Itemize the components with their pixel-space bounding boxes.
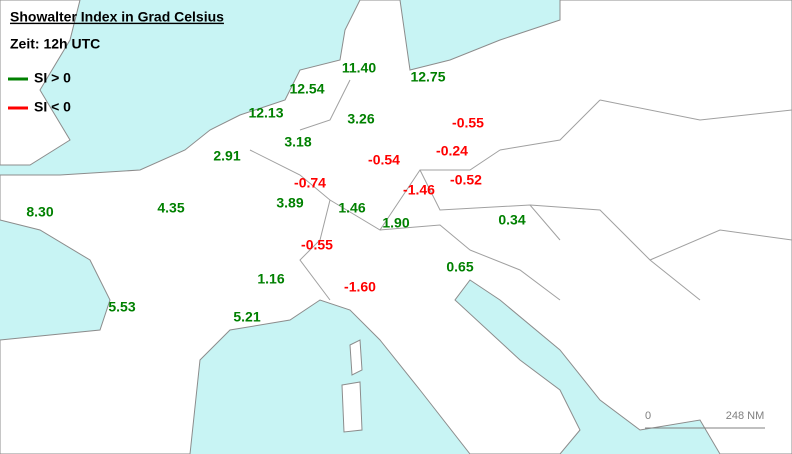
britain (0, 0, 81, 166)
borders (249, 79, 792, 301)
station-value: -0.54 (368, 152, 400, 168)
station-value: 4.35 (157, 200, 184, 216)
station-value: 2.91 (213, 148, 240, 164)
subtitle: Zeit: 12h UTC (10, 36, 100, 52)
sardinia (341, 381, 363, 433)
station-value: 1.46 (338, 200, 365, 216)
station-value: -0.74 (294, 175, 326, 191)
scale-end: 248 NM (726, 410, 765, 422)
station-value: 3.18 (284, 134, 311, 150)
station-value: 8.30 (26, 204, 53, 220)
station-value: 5.53 (108, 299, 135, 315)
station-value: 12.75 (410, 69, 445, 85)
station-value: 0.34 (498, 212, 525, 228)
corsica (349, 339, 363, 376)
station-value: 1.16 (257, 271, 284, 287)
legend: SI > 0 SI < 0 (8, 70, 71, 115)
station-value: -1.46 (403, 182, 435, 198)
title: Showalter Index in Grad Celsius (10, 9, 224, 25)
station-value: 0.65 (446, 259, 473, 275)
station-value: -0.55 (301, 237, 333, 253)
station-value: -1.60 (344, 279, 376, 295)
station-value: 3.89 (276, 195, 303, 211)
station-value: 12.13 (248, 105, 283, 121)
station-value: 1.90 (382, 215, 409, 231)
legend-label: SI < 0 (34, 99, 71, 115)
station-value: -0.52 (450, 172, 482, 188)
station-value: 3.26 (347, 111, 374, 127)
stations: 11.40 12.75 12.54 12.13 3.26 -0.55 3.18 -0.24 2.… (26, 60, 525, 325)
station-value: 11.40 (342, 60, 376, 76)
station-value: -0.24 (436, 143, 468, 159)
legend-label: SI > 0 (34, 70, 71, 86)
station-value: 12.54 (289, 81, 324, 97)
scale-start: 0 (645, 410, 651, 422)
station-value: -0.55 (452, 115, 484, 131)
station-value: 5.21 (233, 309, 260, 325)
